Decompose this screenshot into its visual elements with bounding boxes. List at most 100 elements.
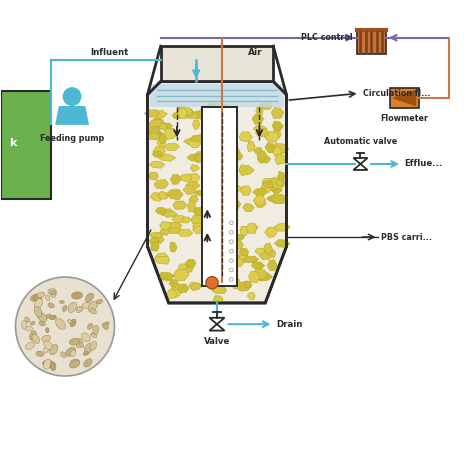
Polygon shape: [212, 102, 221, 112]
Polygon shape: [259, 251, 271, 260]
Polygon shape: [218, 200, 226, 208]
Polygon shape: [191, 283, 202, 291]
Polygon shape: [231, 152, 243, 160]
Polygon shape: [243, 256, 259, 263]
Polygon shape: [179, 174, 192, 182]
Polygon shape: [158, 191, 169, 199]
Ellipse shape: [76, 338, 82, 347]
Polygon shape: [168, 288, 182, 297]
Polygon shape: [247, 292, 255, 300]
Ellipse shape: [78, 307, 82, 311]
Text: Feeding pump: Feeding pump: [40, 134, 104, 143]
Polygon shape: [159, 124, 167, 130]
Ellipse shape: [88, 301, 97, 312]
Polygon shape: [192, 223, 204, 230]
Ellipse shape: [37, 312, 47, 322]
Polygon shape: [150, 192, 162, 201]
Polygon shape: [172, 216, 186, 223]
Polygon shape: [191, 215, 203, 224]
Ellipse shape: [26, 342, 34, 349]
Polygon shape: [239, 248, 249, 256]
Polygon shape: [182, 217, 190, 223]
Polygon shape: [250, 224, 258, 230]
Polygon shape: [222, 152, 234, 158]
Ellipse shape: [90, 309, 96, 314]
Polygon shape: [229, 185, 242, 190]
Ellipse shape: [44, 346, 49, 353]
Polygon shape: [255, 200, 266, 208]
Polygon shape: [213, 296, 223, 304]
Polygon shape: [189, 283, 202, 290]
Polygon shape: [154, 180, 169, 188]
Polygon shape: [229, 254, 240, 263]
Polygon shape: [193, 208, 205, 217]
Ellipse shape: [63, 306, 67, 311]
Polygon shape: [177, 106, 183, 118]
Polygon shape: [147, 82, 286, 303]
Ellipse shape: [50, 362, 56, 371]
Polygon shape: [193, 218, 201, 228]
Polygon shape: [267, 250, 276, 257]
Polygon shape: [211, 218, 224, 228]
Text: Influent: Influent: [91, 48, 129, 57]
Polygon shape: [160, 222, 171, 229]
Polygon shape: [393, 91, 416, 106]
Circle shape: [63, 87, 82, 106]
Polygon shape: [166, 189, 183, 200]
Polygon shape: [256, 272, 273, 281]
Polygon shape: [185, 259, 196, 268]
Polygon shape: [159, 209, 174, 215]
Polygon shape: [210, 324, 225, 330]
Polygon shape: [191, 164, 200, 172]
Text: Drain: Drain: [276, 319, 303, 328]
Polygon shape: [184, 112, 198, 118]
Polygon shape: [272, 121, 283, 131]
Polygon shape: [266, 196, 280, 202]
Polygon shape: [177, 108, 188, 118]
Polygon shape: [178, 264, 187, 272]
Ellipse shape: [84, 344, 92, 354]
Polygon shape: [270, 178, 286, 188]
Ellipse shape: [39, 321, 45, 326]
Polygon shape: [218, 228, 228, 238]
Polygon shape: [218, 228, 232, 238]
Ellipse shape: [49, 344, 58, 355]
Polygon shape: [210, 273, 219, 282]
Polygon shape: [153, 235, 164, 244]
Ellipse shape: [85, 293, 94, 302]
Polygon shape: [274, 240, 290, 247]
Polygon shape: [186, 182, 200, 189]
Ellipse shape: [68, 302, 77, 312]
Polygon shape: [183, 138, 197, 145]
Polygon shape: [229, 239, 243, 249]
Polygon shape: [262, 178, 275, 189]
Polygon shape: [183, 185, 195, 194]
Polygon shape: [193, 152, 209, 163]
Ellipse shape: [46, 295, 50, 301]
Text: Valve: Valve: [204, 337, 230, 346]
Ellipse shape: [61, 352, 66, 357]
Ellipse shape: [49, 315, 56, 320]
Polygon shape: [219, 174, 230, 182]
Polygon shape: [158, 272, 175, 280]
Ellipse shape: [70, 319, 76, 327]
Polygon shape: [231, 148, 240, 156]
Ellipse shape: [91, 333, 97, 338]
Polygon shape: [263, 181, 273, 188]
Ellipse shape: [50, 288, 56, 298]
Polygon shape: [207, 119, 218, 127]
Polygon shape: [255, 128, 269, 137]
Polygon shape: [253, 115, 263, 123]
Ellipse shape: [66, 347, 75, 356]
Polygon shape: [246, 223, 256, 233]
Polygon shape: [354, 164, 367, 170]
Polygon shape: [253, 125, 267, 132]
Polygon shape: [238, 165, 254, 175]
Polygon shape: [206, 103, 218, 114]
Polygon shape: [257, 151, 267, 161]
Polygon shape: [192, 120, 200, 129]
Polygon shape: [244, 281, 252, 288]
Polygon shape: [240, 226, 249, 236]
Circle shape: [229, 249, 233, 253]
Polygon shape: [155, 253, 169, 263]
